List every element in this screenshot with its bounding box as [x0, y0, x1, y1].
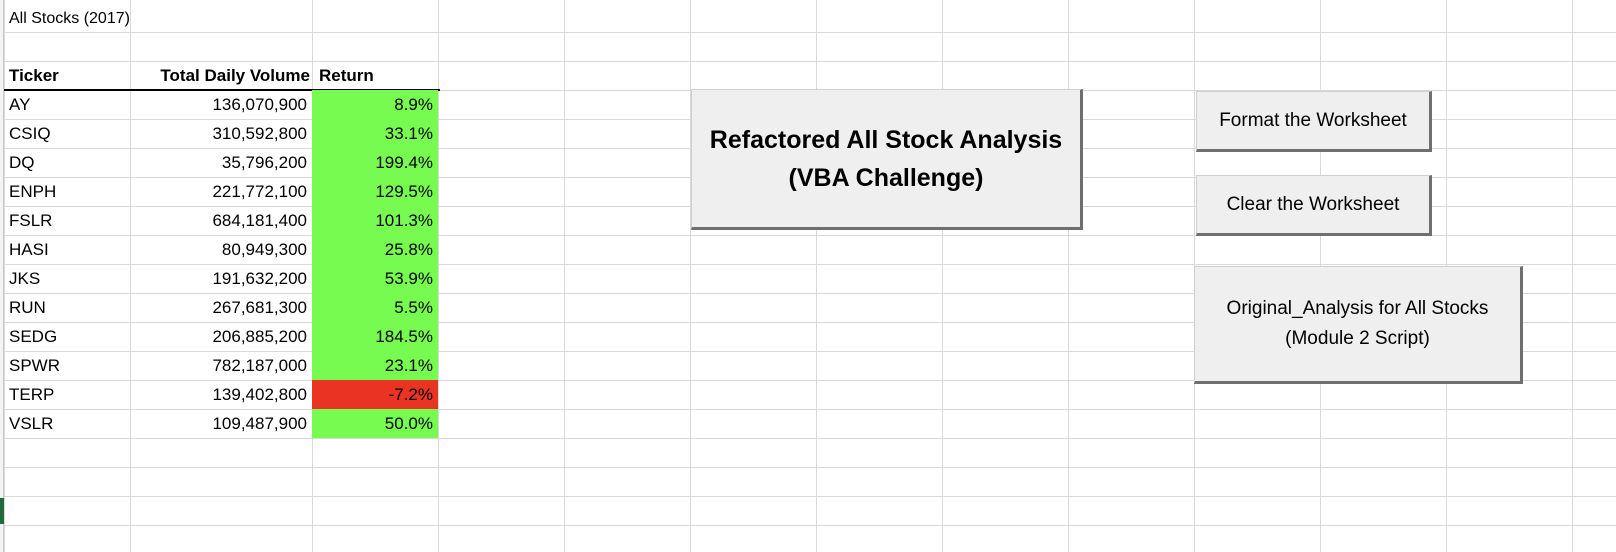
gridline-horizontal — [0, 235, 1616, 236]
return-cell[interactable]: 101.3% — [375, 211, 433, 230]
refactored-analysis-button-label: Refactored All Stock Analysis (VBA Chall… — [709, 125, 1063, 192]
gridline-vertical — [1572, 0, 1573, 552]
return-cell[interactable]: 129.5% — [375, 182, 433, 201]
return-fill-positive — [312, 264, 438, 293]
clear-worksheet-button-label: Clear the Worksheet — [1226, 193, 1400, 215]
header-total-daily-volume[interactable]: Total Daily Volume — [160, 66, 310, 85]
return-fill-positive — [312, 177, 438, 206]
gridline-horizontal — [0, 467, 1616, 468]
volume-cell[interactable]: 206,885,200 — [212, 327, 307, 346]
ticker-cell[interactable]: FSLR — [9, 211, 53, 230]
ticker-cell[interactable]: JKS — [9, 269, 41, 288]
original-analysis-button[interactable]: Original_Analysis for All Stocks (Module… — [1194, 266, 1523, 384]
return-fill-positive — [312, 148, 438, 177]
gridline-horizontal — [0, 264, 1616, 265]
header-return[interactable]: Return — [319, 66, 374, 85]
volume-cell[interactable]: 782,187,000 — [212, 356, 307, 375]
gridline-vertical — [4, 0, 5, 552]
gridline-vertical — [1068, 0, 1069, 552]
volume-cell[interactable]: 267,681,300 — [212, 298, 307, 317]
sheet-title-cell[interactable]: All Stocks (2017) — [9, 10, 130, 27]
gridline-horizontal — [0, 61, 1616, 62]
return-cell[interactable]: 53.9% — [384, 269, 433, 288]
gridline-horizontal — [0, 322, 1616, 323]
gridline-horizontal — [0, 351, 1616, 352]
return-fill-positive — [312, 206, 438, 235]
header-underline — [4, 89, 440, 91]
return-cell[interactable]: 50.0% — [384, 414, 433, 433]
format-worksheet-button[interactable]: Format the Worksheet — [1196, 91, 1432, 152]
return-cell[interactable]: -7.2% — [388, 385, 433, 404]
gridline-vertical — [942, 0, 943, 552]
ticker-cell[interactable]: CSIQ — [9, 124, 51, 143]
gridline-vertical — [438, 0, 439, 552]
header-ticker[interactable]: Ticker — [9, 66, 59, 85]
return-cell[interactable]: 23.1% — [384, 356, 433, 375]
return-cell[interactable]: 184.5% — [375, 327, 433, 346]
original-analysis-button-label: Original_Analysis for All Stocks (Module… — [1226, 298, 1489, 349]
volume-cell[interactable]: 310,592,800 — [212, 124, 307, 143]
ticker-cell[interactable]: DQ — [9, 153, 35, 172]
volume-cell[interactable]: 80,949,300 — [221, 240, 307, 259]
gridline-vertical — [130, 0, 131, 552]
ticker-cell[interactable]: TERP — [9, 385, 55, 404]
return-fill-positive — [312, 235, 438, 264]
ticker-cell[interactable]: AY — [9, 95, 31, 114]
return-fill-positive — [312, 322, 438, 351]
selected-row-marker — [0, 498, 4, 524]
ticker-cell[interactable]: SPWR — [9, 356, 60, 375]
gridline-vertical — [690, 0, 691, 552]
return-cell[interactable]: 8.9% — [394, 95, 433, 114]
format-worksheet-button-label: Format the Worksheet — [1219, 109, 1407, 131]
ticker-cell[interactable]: ENPH — [9, 182, 57, 201]
return-fill-positive — [312, 119, 438, 148]
return-fill-negative — [312, 380, 438, 409]
ticker-cell[interactable]: RUN — [9, 298, 46, 317]
volume-cell[interactable]: 35,796,200 — [221, 153, 307, 172]
ticker-cell[interactable]: SEDG — [9, 327, 58, 346]
volume-cell[interactable]: 139,402,800 — [212, 385, 307, 404]
gridline-horizontal — [0, 438, 1616, 439]
gridline-horizontal — [0, 380, 1616, 381]
clear-worksheet-button[interactable]: Clear the Worksheet — [1196, 175, 1432, 236]
gridline-horizontal — [0, 293, 1616, 294]
volume-cell[interactable]: 684,181,400 — [212, 211, 307, 230]
volume-cell[interactable]: 221,772,100 — [212, 182, 307, 201]
return-fill-positive — [312, 293, 438, 322]
ticker-cell[interactable]: VSLR — [9, 414, 54, 433]
gridline-horizontal — [0, 525, 1616, 526]
gridline-vertical — [816, 0, 817, 552]
volume-cell[interactable]: 191,632,200 — [212, 269, 307, 288]
row-header-edge — [0, 0, 4, 552]
return-cell[interactable]: 199.4% — [375, 153, 433, 172]
volume-cell[interactable]: 136,070,900 — [212, 95, 307, 114]
gridline-horizontal — [0, 409, 1616, 410]
ticker-cell[interactable]: HASI — [9, 240, 49, 259]
refactored-analysis-button[interactable]: Refactored All Stock Analysis (VBA Chall… — [691, 89, 1083, 230]
gridline-horizontal — [0, 32, 1616, 33]
return-cell[interactable]: 5.5% — [394, 298, 433, 317]
return-fill-positive — [312, 90, 438, 119]
return-cell[interactable]: 33.1% — [384, 124, 433, 143]
return-cell[interactable]: 25.8% — [384, 240, 433, 259]
return-fill-positive — [312, 409, 438, 438]
volume-cell[interactable]: 109,487,900 — [212, 414, 307, 433]
gridline-horizontal — [0, 496, 1616, 497]
return-fill-positive — [312, 351, 438, 380]
gridline-vertical — [564, 0, 565, 552]
